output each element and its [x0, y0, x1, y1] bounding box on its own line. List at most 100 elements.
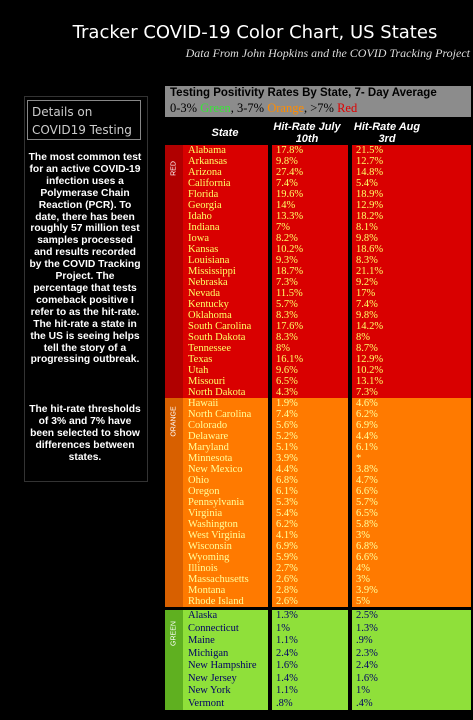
table-cell: 6.9%	[276, 541, 298, 552]
table-cell: 6.6%	[356, 486, 378, 497]
table-cell: 4.3%	[276, 387, 298, 398]
table-cell: 2.8%	[276, 585, 298, 596]
table-cell: Massachusetts	[188, 574, 249, 585]
table-cell: 5.7%	[276, 299, 298, 310]
table-cell: 1.9%	[276, 398, 298, 409]
table-cell: 1%	[276, 622, 290, 634]
table-cell: 12.7%	[356, 156, 384, 167]
table-cell: South Dakota	[188, 332, 246, 343]
table-cell: Minnesota	[188, 453, 233, 464]
table-cell: 6.8%	[356, 541, 378, 552]
table-cell: 8.2%	[276, 233, 298, 244]
table-cell: 6.5%	[356, 508, 378, 519]
table-cell: Vermont	[188, 697, 225, 709]
table-cell: Louisiana	[188, 255, 230, 266]
column-divider	[348, 145, 352, 398]
table-cell: Delaware	[188, 431, 229, 442]
group-label: ORANGE	[170, 406, 178, 437]
sidebar-text: The hit-rate thresholds of 3% and 7% hav…	[29, 404, 141, 463]
table-cell: .9%	[356, 635, 373, 646]
table-cell: Arkansas	[188, 156, 228, 167]
table-cell: 3.8%	[356, 464, 378, 475]
legend-text: 0-3%	[170, 101, 201, 115]
table-cell: 5.9%	[276, 552, 298, 563]
table-cell: .4%	[356, 697, 373, 709]
table-cell: 6.1%	[356, 442, 378, 453]
table-cell: 9.3%	[276, 255, 298, 266]
table-cell: 5.4%	[276, 508, 298, 519]
column-header: State	[211, 127, 239, 139]
table-cell: Kansas	[188, 244, 219, 255]
table-cell: 17.8%	[276, 145, 304, 156]
sidebar-title: Details on COVID19 Testing	[27, 100, 141, 140]
group-band	[165, 398, 471, 607]
column-divider	[348, 398, 352, 607]
table-cell: 1.4%	[276, 672, 298, 684]
table-cell: New Mexico	[188, 464, 243, 475]
table-cell: 1.1%	[276, 635, 298, 646]
table-cell: New York	[188, 685, 231, 696]
table-cell: North Carolina	[188, 409, 252, 420]
table-cell: *	[356, 453, 362, 464]
table-cell: 4.4%	[356, 431, 378, 442]
table-cell: Utah	[188, 365, 209, 376]
table-cell: Rhode Island	[188, 596, 244, 607]
table-cell: 7.3%	[356, 387, 378, 398]
table-cell: Alaska	[188, 610, 218, 621]
table-cell: 6.2%	[356, 409, 378, 420]
table-cell: Oklahoma	[188, 310, 232, 321]
table-title: Testing Positivity Rates By State, 7- Da…	[170, 87, 437, 99]
table-cell: 14%	[276, 200, 296, 211]
table-cell: Washington	[188, 519, 238, 530]
table-cell: 9.8%	[356, 233, 378, 244]
table-cell: 13.1%	[356, 376, 384, 387]
table-cell: 2.5%	[356, 610, 378, 621]
table-cell: 2.6%	[276, 596, 298, 607]
table-cell: Connecticut	[188, 622, 239, 634]
table-header-box	[165, 86, 471, 117]
table-cell: Wisconsin	[188, 541, 232, 552]
table-cell: 17.6%	[276, 321, 304, 332]
table-cell: Nebraska	[188, 277, 228, 288]
table-cell: Ohio	[188, 475, 209, 486]
table-cell: 2.4%	[276, 647, 298, 659]
table-cell: 18.6%	[356, 244, 384, 255]
table-cell: 1.1%	[276, 685, 298, 696]
sidebar-text: The most common test for an active COVID…	[28, 152, 142, 366]
table-cell: 7%	[276, 222, 290, 233]
table-cell: 6.6%	[356, 552, 378, 563]
table-cell: .8%	[276, 697, 293, 709]
table-cell: Idaho	[188, 211, 212, 222]
table-cell: Michigan	[188, 647, 229, 659]
table-cell: 27.4%	[276, 167, 304, 178]
table-cell: 14.8%	[356, 167, 384, 178]
table-cell: 6.5%	[276, 376, 298, 387]
group-band	[165, 610, 471, 710]
table-cell: 18.2%	[356, 211, 384, 222]
table-cell: Pennsylvania	[188, 497, 244, 508]
table-cell: 1%	[356, 685, 370, 696]
table-cell: 4%	[356, 563, 370, 574]
table-cell: Indiana	[188, 222, 220, 233]
table-cell: 5%	[356, 596, 370, 607]
table-cell: 1.3%	[276, 610, 298, 621]
table-cell: 5.4%	[356, 178, 378, 189]
table-cell: 21.1%	[356, 266, 384, 277]
table-cell: New Jersey	[188, 672, 237, 684]
table-cell: 4.4%	[276, 464, 298, 475]
table-cell: 7.4%	[356, 299, 378, 310]
legend-text: , >7%	[304, 101, 338, 115]
table-cell: 9.8%	[356, 310, 378, 321]
table-cell: Maine	[188, 635, 215, 646]
table-cell: Montana	[188, 585, 226, 596]
table-cell: 4.1%	[276, 530, 298, 541]
table-cell: South Carolina	[188, 321, 252, 332]
table-cell: 6.8%	[276, 475, 298, 486]
table-cell: 16.1%	[276, 354, 304, 365]
table-cell: 8.3%	[276, 310, 298, 321]
table-cell: West Virginia	[188, 530, 246, 541]
table-cell: Wyoming	[188, 552, 230, 563]
table-cell: Hawaii	[188, 398, 219, 409]
legend-text: Orange	[267, 101, 304, 115]
